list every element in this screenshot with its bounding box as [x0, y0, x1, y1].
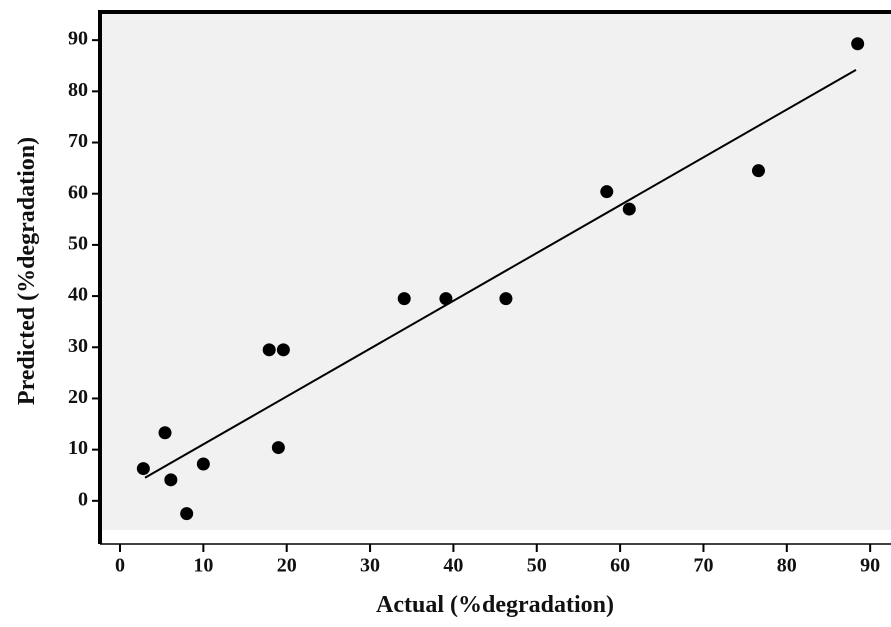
y-tick-label: 60: [68, 181, 88, 203]
x-tick-label: 0: [115, 555, 125, 577]
y-tick-label: 70: [68, 130, 88, 152]
point: [196, 457, 210, 471]
y-tick-label: 20: [68, 386, 88, 408]
x-tick-label: 90: [860, 555, 880, 577]
x-tick-label: 50: [527, 555, 547, 577]
y-tick-label: 0: [78, 488, 88, 510]
point: [262, 343, 276, 357]
y-tick-label: 30: [68, 335, 88, 357]
point: [439, 292, 453, 306]
y-axis-title: Predicted (%degradation): [14, 137, 40, 405]
y-tick-label: 90: [68, 28, 88, 50]
x-tick-label: 40: [443, 555, 463, 577]
y-tick-label: 10: [68, 437, 88, 459]
x-tick-label: 60: [610, 555, 630, 577]
point: [164, 473, 178, 487]
point: [851, 37, 865, 51]
y-tick-label: 40: [68, 284, 88, 306]
point: [180, 507, 194, 521]
x-tick-label: 20: [277, 555, 297, 577]
point: [600, 185, 614, 199]
x-tick-label: 10: [193, 555, 213, 577]
point: [499, 292, 513, 306]
point: [136, 462, 150, 476]
point: [751, 164, 765, 178]
fit-line: [144, 68, 857, 479]
point: [622, 202, 636, 216]
point: [271, 441, 285, 455]
plot-area: [100, 12, 891, 530]
x-axis-title: Actual (%degradation): [376, 592, 614, 618]
x-tick-label: 30: [360, 555, 380, 577]
x-tick-label: 80: [777, 555, 797, 577]
y-tick-label: 80: [68, 79, 88, 101]
point: [158, 426, 172, 440]
point: [276, 343, 290, 357]
y-tick-label: 50: [68, 232, 88, 254]
point: [397, 292, 411, 306]
x-tick-label: 70: [693, 555, 713, 577]
